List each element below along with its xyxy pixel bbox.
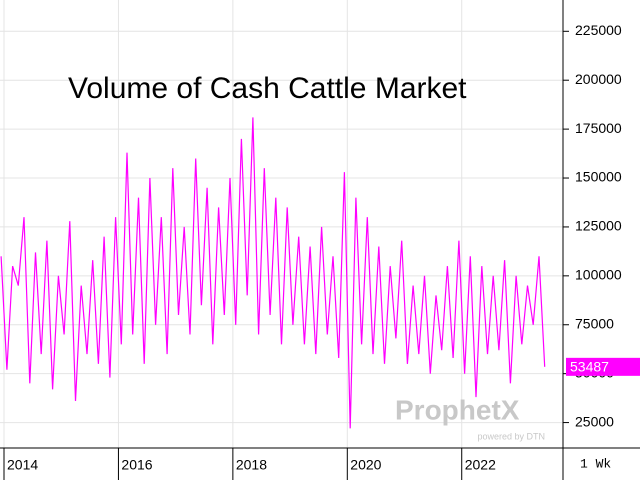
y-tick-label: 100000 — [575, 267, 622, 283]
y-tick-label: 200000 — [575, 71, 622, 87]
y-tick-label: 25000 — [575, 413, 614, 429]
interval-label: 1 Wk — [580, 456, 611, 471]
watermark-sub: powered by DTN — [477, 431, 545, 441]
y-tick-label: 175000 — [575, 120, 622, 136]
x-tick-label: 2014 — [7, 457, 38, 473]
last-value-box — [566, 357, 640, 376]
x-tick-label: 2016 — [121, 457, 152, 473]
x-tick-label: 2022 — [465, 457, 496, 473]
y-tick-label: 225000 — [575, 22, 622, 38]
watermark: ProphetX — [395, 394, 520, 425]
last-value-label: 53487 — [570, 359, 609, 375]
x-tick-label: 2018 — [236, 457, 267, 473]
x-axis-strip — [0, 448, 640, 480]
chart-title: Volume of Cash Cattle Market — [68, 72, 467, 105]
series-line — [0, 117, 546, 429]
y-tick-label: 125000 — [575, 218, 622, 234]
x-tick-label: 2020 — [350, 457, 381, 473]
y-tick-label: 75000 — [575, 315, 614, 331]
y-tick-label: 150000 — [575, 169, 622, 185]
